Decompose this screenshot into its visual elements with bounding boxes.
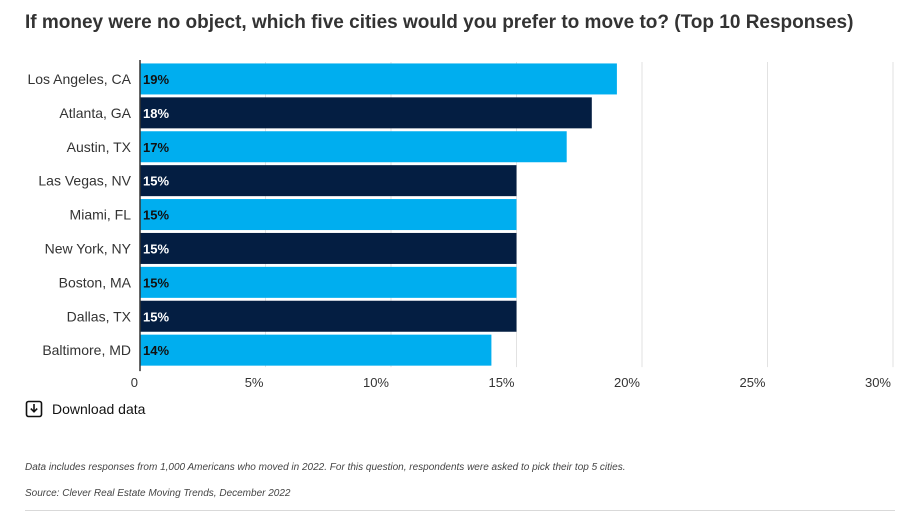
category-label: Dallas, TX [67, 308, 132, 324]
bar [140, 266, 517, 298]
category-label: New York, NY [45, 240, 132, 256]
x-tick-label: 10% [363, 375, 389, 390]
x-tick-label: 30% [865, 375, 891, 390]
data-label: 15% [143, 309, 169, 324]
footer-divider [25, 510, 895, 511]
bar [140, 300, 517, 332]
x-tick-label: 5% [245, 375, 264, 390]
category-label: Las Vegas, NV [38, 173, 131, 189]
data-label: 14% [143, 343, 169, 358]
category-label: Miami, FL [70, 207, 132, 223]
data-label: 19% [143, 72, 169, 87]
category-label: Boston, MA [59, 274, 132, 290]
bar [140, 199, 517, 231]
bar [140, 232, 517, 264]
download-data-button[interactable]: Download data [25, 400, 145, 418]
download-icon [25, 400, 43, 418]
chart-title: If money were no object, which five citi… [25, 12, 854, 33]
data-label: 15% [143, 275, 169, 290]
data-label: 15% [143, 208, 169, 223]
category-label: Los Angeles, CA [27, 71, 131, 87]
bar [140, 97, 592, 129]
bar [140, 334, 492, 366]
x-tick-label: 15% [488, 375, 514, 390]
data-label: 17% [143, 140, 169, 155]
data-label: 18% [143, 106, 169, 121]
category-label: Baltimore, MD [42, 342, 131, 358]
x-tick-label: 0 [131, 375, 138, 390]
footnote: Data includes responses from 1,000 Ameri… [25, 462, 626, 473]
download-data-label: Download data [52, 401, 146, 417]
source-note: Source: Clever Real Estate Moving Trends… [25, 488, 291, 499]
data-label: 15% [143, 174, 169, 189]
bar [140, 165, 517, 197]
category-label: Austin, TX [67, 139, 132, 155]
x-tick-label: 25% [739, 375, 765, 390]
data-label: 15% [143, 241, 169, 256]
bar [140, 131, 567, 163]
bar [140, 63, 617, 95]
bar-chart: Los Angeles, CA 19% Atlanta, GA 18% Austin, … [27, 60, 894, 390]
x-tick-label: 20% [614, 375, 640, 390]
category-label: Atlanta, GA [59, 105, 131, 121]
